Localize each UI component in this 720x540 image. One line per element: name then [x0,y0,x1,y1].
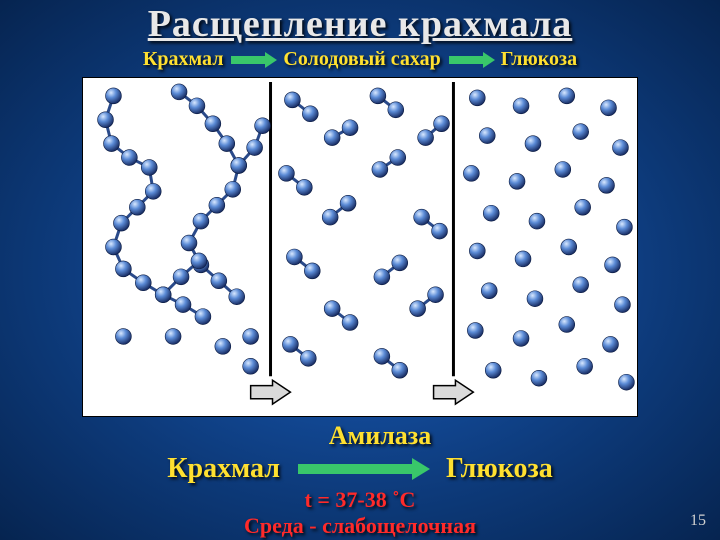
product-label: Глюкоза [446,453,553,485]
arrow-icon [449,53,493,67]
slide-number: 15 [690,512,706,530]
temperature-label: t = 37-38 ˚С [0,487,720,513]
reactant-label: Крахмал [167,453,280,485]
enzyme-label: Амилаза [0,421,720,451]
arrow-icon [231,53,275,67]
bottom-block: Амилаза Крахмал Глюкоза t = 37-38 ˚С Сре… [0,421,720,539]
reaction-row: Крахмал Глюкоза [0,453,720,485]
environment-label: Среда - слабощелочная [0,513,720,539]
subtitle-row: Крахмал Солодовый сахар Глюкоза [0,48,720,71]
slide-title: Расщепление крахмала [0,0,720,46]
reaction-arrow-icon [298,460,428,478]
subtitle-maltose: Солодовый сахар [283,48,440,71]
molecule-diagram [82,77,638,417]
subtitle-starch: Крахмал [143,48,224,71]
diagram-svg [83,78,637,416]
subtitle-glucose: Глюкоза [501,48,577,71]
